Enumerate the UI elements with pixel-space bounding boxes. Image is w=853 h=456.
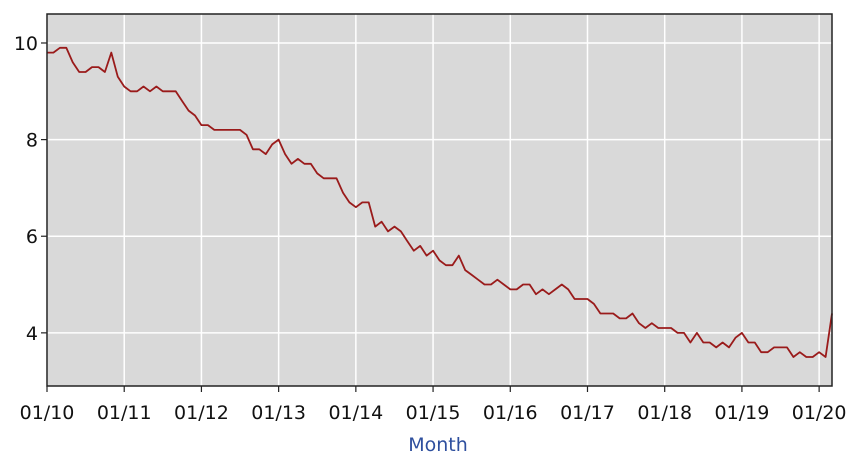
plot-frame xyxy=(46,13,833,387)
x-axis-ticks: 01/10 01/11 01/12 01/13 01/14 01/15 01/16 01/17… xyxy=(20,386,847,424)
x-tick-label: 01/17 xyxy=(560,402,615,424)
series-line xyxy=(47,46,833,358)
y-tick-label: 4 xyxy=(26,323,38,345)
x-tick-label: 01/20 xyxy=(792,402,847,424)
x-axis-title: Month xyxy=(408,434,468,456)
gridlines xyxy=(46,14,832,386)
x-tick-label: 01/18 xyxy=(637,402,692,424)
y-axis-ticks: 4 6 8 10 xyxy=(14,33,47,345)
x-tick-label: 01/16 xyxy=(483,402,538,424)
y-tick-label: 8 xyxy=(26,130,38,152)
x-tick-label: 01/11 xyxy=(97,402,152,424)
y-tick-label: 6 xyxy=(26,226,38,248)
y-tick-label: 10 xyxy=(14,33,38,55)
plot-area xyxy=(47,14,832,386)
x-tick-label: 01/19 xyxy=(715,402,770,424)
x-tick-label: 01/12 xyxy=(174,402,229,424)
x-tick-label: 01/13 xyxy=(251,402,306,424)
x-tick-label: 01/14 xyxy=(328,402,383,424)
x-tick-label: 01/15 xyxy=(406,402,461,424)
x-tick-label: 01/10 xyxy=(20,402,75,424)
